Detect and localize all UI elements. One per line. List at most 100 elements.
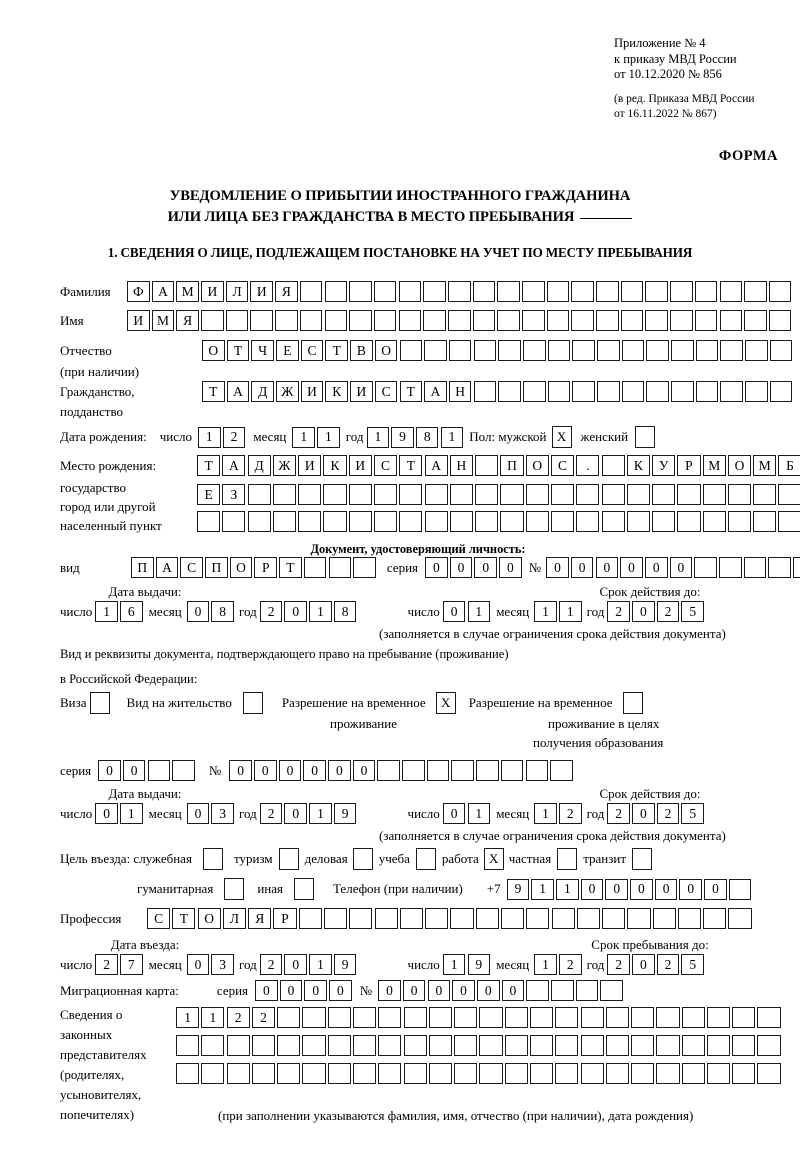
char-cell[interactable] [645,310,669,331]
char-cell[interactable] [525,760,549,781]
char-cell[interactable] [302,1035,326,1056]
char-cell[interactable]: 2 [259,601,283,622]
char-cell[interactable]: 1 [534,803,557,824]
char-cell[interactable] [656,1007,680,1028]
char-cell[interactable]: 1 [534,954,557,975]
char-cell[interactable] [757,1007,781,1028]
char-cell[interactable] [656,1035,680,1056]
char-cell[interactable]: И [250,281,274,302]
char-cell[interactable]: 1 [176,1007,200,1028]
char-cell[interactable]: 1 [531,878,554,900]
char-cell[interactable] [522,310,545,331]
char-cell[interactable] [768,557,791,578]
char-cell[interactable]: 0 [442,601,466,622]
char-cell[interactable] [732,1063,756,1084]
char-cell[interactable] [479,1007,503,1028]
char-cell[interactable] [454,1035,478,1056]
char-cell[interactable]: 5 [681,803,704,824]
char-cell[interactable] [373,310,397,331]
char-cell[interactable]: С [374,381,398,402]
char-cell[interactable]: 1 [556,878,579,900]
char-cell[interactable] [298,908,322,929]
char-cell[interactable] [597,340,620,361]
char-cell[interactable] [681,1063,705,1084]
char-cell[interactable] [473,340,497,361]
char-cell[interactable]: Ж [272,455,297,476]
char-cell[interactable] [451,760,475,781]
char-cell[interactable] [504,1007,528,1028]
char-cell[interactable] [645,281,669,302]
char-cell[interactable]: 0 [580,878,604,900]
char-cell[interactable] [327,1035,351,1056]
char-cell[interactable]: С [180,557,203,578]
char-cell[interactable] [399,511,423,532]
char-cell[interactable] [497,281,520,302]
char-cell[interactable]: 2 [656,954,680,975]
char-cell[interactable] [605,1007,629,1028]
char-cell[interactable]: 0 [679,878,703,900]
char-cell[interactable]: 1 [95,601,118,622]
char-cell[interactable]: 8 [211,601,234,622]
char-cell[interactable]: М [151,310,175,331]
char-cell[interactable]: 0 [122,760,146,781]
char-cell[interactable] [378,1063,402,1084]
char-cell[interactable]: 0 [442,803,466,824]
char-cell[interactable] [378,1035,402,1056]
char-cell[interactable]: Р [254,557,278,578]
char-cell[interactable] [529,1007,554,1028]
char-cell[interactable] [718,557,742,578]
char-cell[interactable] [605,1035,629,1056]
char-cell[interactable] [500,760,524,781]
purpose-official-checkbox[interactable] [202,848,223,870]
char-cell[interactable] [720,381,744,402]
char-cell[interactable] [475,908,499,929]
char-cell[interactable] [580,1007,604,1028]
char-cell[interactable] [277,1007,301,1028]
char-cell[interactable]: А [424,381,447,402]
char-cell[interactable]: Ф [127,281,150,302]
char-cell[interactable] [745,340,768,361]
char-cell[interactable]: 0 [632,601,655,622]
char-cell[interactable]: 0 [605,878,628,900]
char-cell[interactable]: А [155,557,179,578]
char-cell[interactable]: 1 [558,601,582,622]
char-cell[interactable] [526,980,549,1001]
char-cell[interactable] [757,1063,781,1084]
char-cell[interactable] [277,1035,301,1056]
char-cell[interactable] [626,484,650,505]
char-cell[interactable] [349,281,372,302]
char-cell[interactable] [426,760,450,781]
char-cell[interactable]: 8 [333,601,357,622]
char-cell[interactable] [631,1063,655,1084]
char-cell[interactable]: 1 [292,426,315,448]
char-cell[interactable]: У [652,455,676,476]
char-cell[interactable]: 0 [284,803,308,824]
char-cell[interactable]: О [374,340,398,361]
char-cell[interactable] [670,310,693,331]
char-cell[interactable]: И [350,381,373,402]
char-cell[interactable]: И [348,455,372,476]
char-cell[interactable]: 0 [570,557,594,578]
char-cell[interactable] [378,1007,402,1028]
char-cell[interactable]: 2 [259,803,283,824]
char-cell[interactable]: Р [273,908,297,929]
char-cell[interactable]: О [525,455,549,476]
char-cell[interactable] [352,1063,377,1084]
char-cell[interactable]: 0 [378,980,401,1001]
char-cell[interactable] [504,1035,528,1056]
char-cell[interactable] [428,1007,452,1028]
purpose-private-checkbox[interactable] [557,848,578,870]
char-cell[interactable]: 1 [467,803,491,824]
char-cell[interactable]: 2 [656,601,680,622]
char-cell[interactable] [522,281,545,302]
char-cell[interactable] [571,281,594,302]
